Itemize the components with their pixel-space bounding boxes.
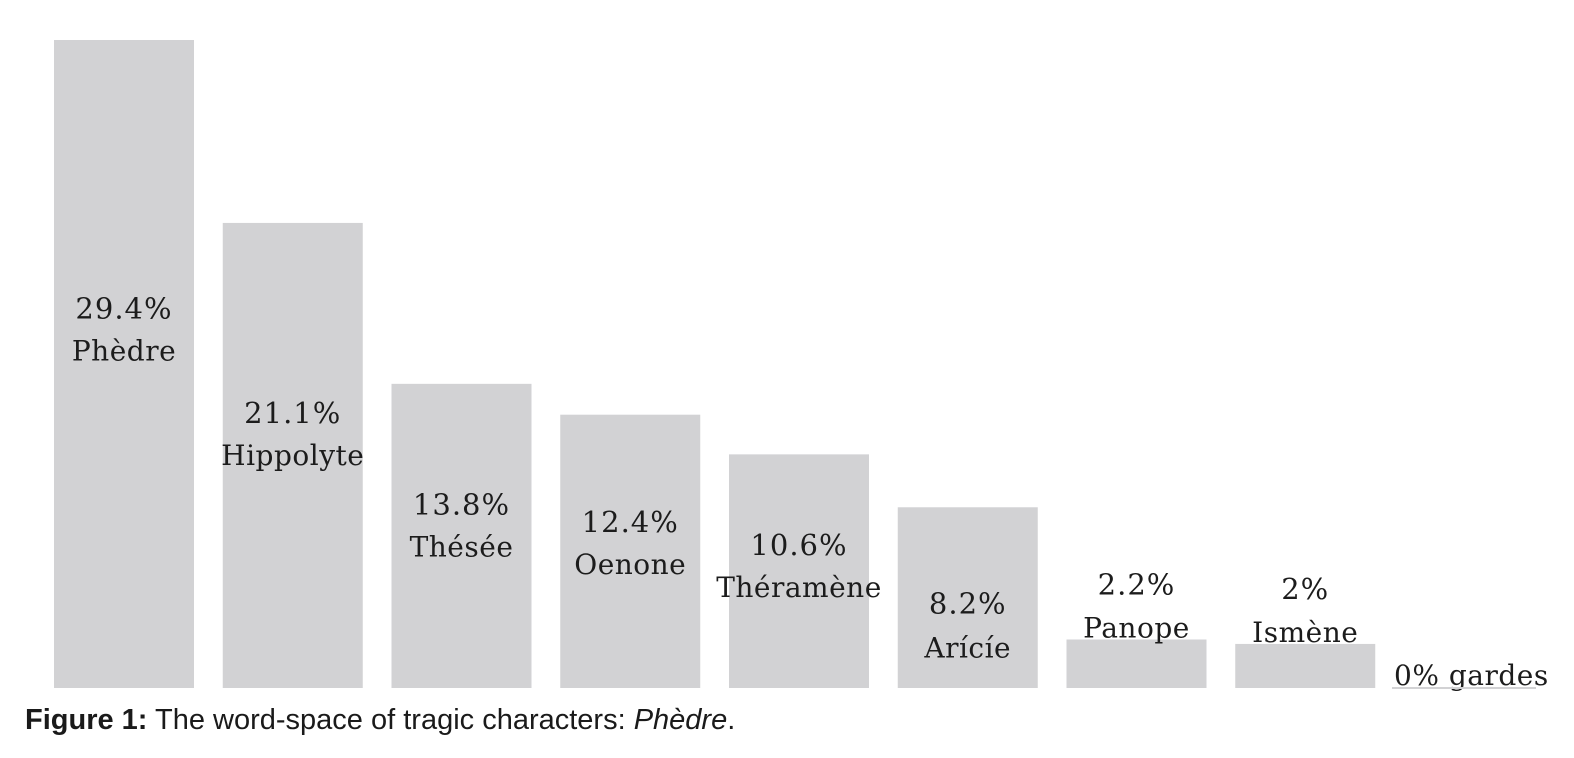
category-label-3: Oenone bbox=[574, 548, 686, 581]
bar-5 bbox=[897, 507, 1038, 688]
value-label-3: 12.4% bbox=[582, 505, 679, 539]
category-label-1: Hippolyte bbox=[221, 439, 364, 472]
value-label-2: 13.8% bbox=[413, 488, 510, 522]
caption-text: The word-space of tragic characters: bbox=[147, 704, 634, 736]
value-label-0: 29.4% bbox=[75, 292, 172, 326]
category-label-7: Ismène bbox=[1252, 616, 1358, 649]
value-label-1: 21.1% bbox=[244, 396, 341, 430]
value-label-5: 8.2% bbox=[929, 586, 1007, 620]
bar-7 bbox=[1235, 643, 1376, 688]
value-label-6: 2.2% bbox=[1098, 568, 1176, 602]
category-label-5: Arícíe bbox=[923, 631, 1011, 664]
caption-end: . bbox=[727, 704, 736, 736]
category-label-0: Phèdre bbox=[72, 335, 176, 368]
bar-0 bbox=[54, 40, 194, 688]
caption-italic-title: Phèdre bbox=[633, 704, 728, 736]
bar-1 bbox=[222, 222, 363, 688]
bar-4 bbox=[729, 454, 869, 688]
figure-caption: Figure 1: The word-space of tragic chara… bbox=[25, 704, 735, 737]
bar-2 bbox=[391, 383, 532, 688]
value-label-7: 2% bbox=[1281, 572, 1329, 606]
bar-3 bbox=[560, 414, 701, 688]
value-label-4: 10.6% bbox=[750, 528, 847, 562]
category-label-4: Théramène bbox=[716, 571, 882, 604]
value-label-8: 0% bbox=[1394, 659, 1449, 692]
category-label-8: gardes bbox=[1449, 659, 1549, 692]
bar-6 bbox=[1066, 639, 1207, 688]
zero-bar-label-8: 0% gardes bbox=[1394, 659, 1549, 692]
bar-chart: 29.4% Phèdre 21.1% Hippolyte 13.8% Thésée 12.4… bbox=[54, 40, 1549, 692]
category-label-2: Thésée bbox=[410, 531, 514, 564]
caption-label: Figure 1: bbox=[25, 704, 148, 736]
category-label-6: Panope bbox=[1083, 612, 1190, 645]
